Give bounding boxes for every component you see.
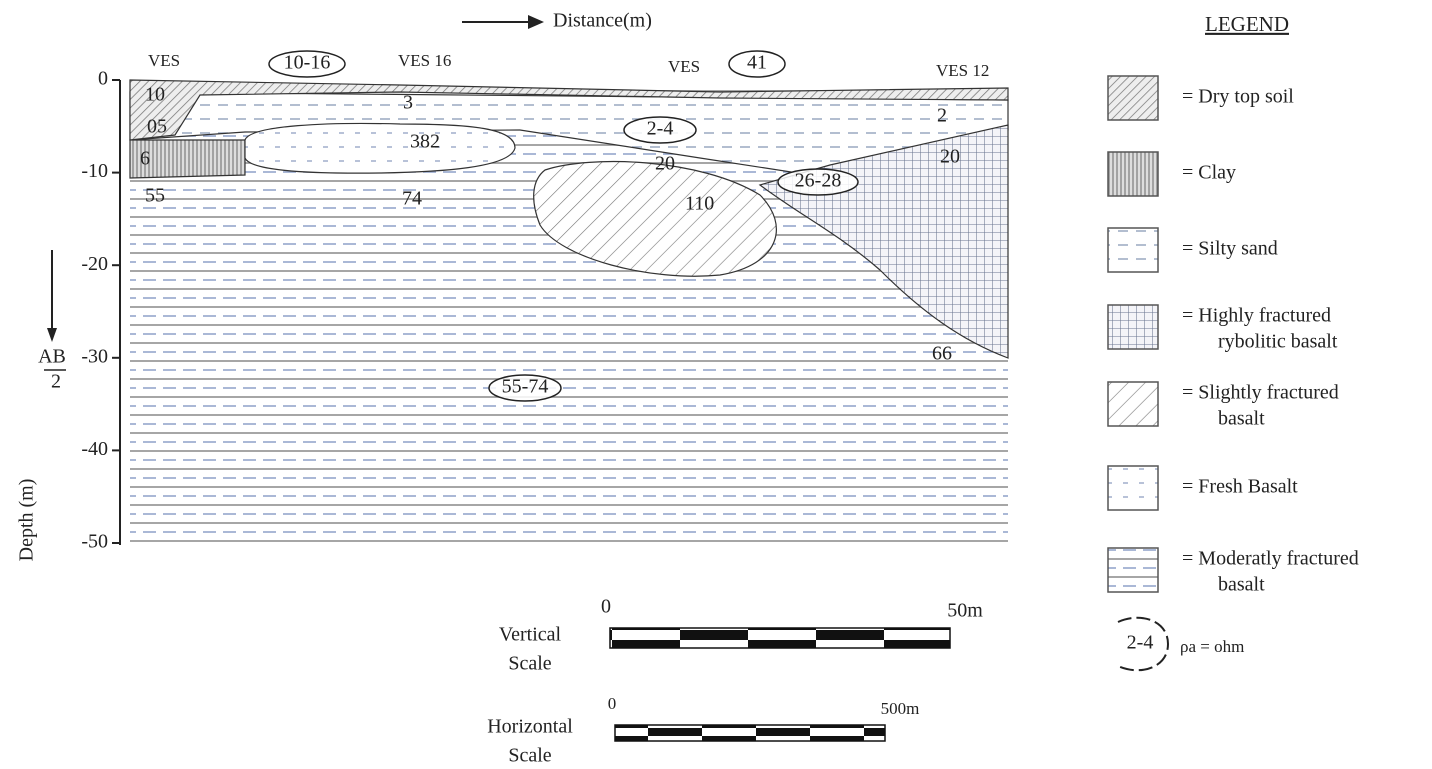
legend-swatch <box>1108 152 1158 196</box>
distance-arrow <box>462 15 544 29</box>
range-label: 41 <box>747 52 767 74</box>
horizontal-scale-bar <box>615 725 885 741</box>
section-value: 3 <box>403 92 413 114</box>
scale-title: Vertical <box>499 624 562 646</box>
vertical-scale-bar <box>610 628 950 648</box>
legend-swatch <box>1108 228 1158 272</box>
legend-label: = Dry top soil <box>1182 86 1294 108</box>
section-value: 20 <box>940 146 960 168</box>
range-label: 55-74 <box>502 376 549 398</box>
legend-label: = Slightly fractured <box>1182 382 1339 404</box>
direction-label: Distance(m) <box>553 10 652 32</box>
legend-label: rybolitic basalt <box>1218 331 1338 353</box>
tick-label: -40 <box>81 438 108 460</box>
range-label: 2-4 <box>647 118 674 140</box>
depth-ticks: 0 -10 -20 -30 -40 -50 <box>81 68 120 553</box>
legend-label: = Fresh Basalt <box>1182 476 1298 498</box>
section-value: 382 <box>410 131 440 153</box>
section-value: 66 <box>932 343 952 365</box>
section-layers <box>130 80 1008 544</box>
side-label-bottom: 2 <box>51 371 61 393</box>
section-value: 110 <box>685 193 714 215</box>
tick-label: 0 <box>98 68 108 90</box>
scale-end: 50m <box>947 600 983 622</box>
key-range: 2-4 <box>1127 632 1154 654</box>
legend-swatch <box>1108 76 1158 120</box>
section-value: 2 <box>937 105 947 127</box>
legend-title: LEGEND <box>1205 12 1289 36</box>
section-value: 05 <box>147 116 167 138</box>
scale-end: 500m <box>881 699 920 718</box>
legend-swatch <box>1108 382 1158 426</box>
scale-title: Scale <box>508 745 551 767</box>
section-value: 20 <box>655 153 675 175</box>
legend-label: basalt <box>1218 408 1265 430</box>
range-label: 26-28 <box>795 170 842 192</box>
scale-title: Scale <box>508 653 551 675</box>
range-label: 10-16 <box>284 52 331 74</box>
tick-label: -30 <box>81 345 108 367</box>
tick-label: -50 <box>81 531 108 553</box>
section-value: 55 <box>145 185 165 207</box>
legend-label: = Clay <box>1182 162 1236 184</box>
legend-swatch <box>1108 548 1158 592</box>
legend-label: basalt <box>1218 574 1265 596</box>
scale-title: Horizontal <box>487 716 573 738</box>
station: VES <box>668 57 700 76</box>
tick-label: -10 <box>81 160 108 182</box>
section-value: 10 <box>145 84 165 106</box>
scale-start: 0 <box>608 694 617 713</box>
section-value: 74 <box>402 188 422 210</box>
tick-label: -20 <box>81 253 108 275</box>
station: VES 16 <box>398 51 451 70</box>
fresh-basalt <box>245 123 515 173</box>
key-label: ρa = ohm <box>1180 637 1244 656</box>
side-label-top: AB <box>38 346 66 368</box>
geologic-section: Distance(m) AB 2 Depth (m) 0 -10 -20 -30 -40… <box>0 0 1432 769</box>
depth-axis-title: Depth (m) <box>16 479 38 562</box>
scale-start: 0 <box>601 596 611 618</box>
legend-swatch <box>1108 466 1158 510</box>
legend: = Dry top soil = Clay = Silty sand = Highly… <box>1108 76 1359 596</box>
legend-label: = Silty sand <box>1182 238 1278 260</box>
section-value: 6 <box>140 148 150 170</box>
legend-swatch <box>1108 305 1158 349</box>
station: VES <box>148 51 180 70</box>
depth-axis <box>44 80 120 545</box>
legend-label: = Moderatly fractured <box>1182 548 1359 570</box>
legend-label: = Highly fractured <box>1182 305 1331 327</box>
station: VES 12 <box>936 61 989 80</box>
